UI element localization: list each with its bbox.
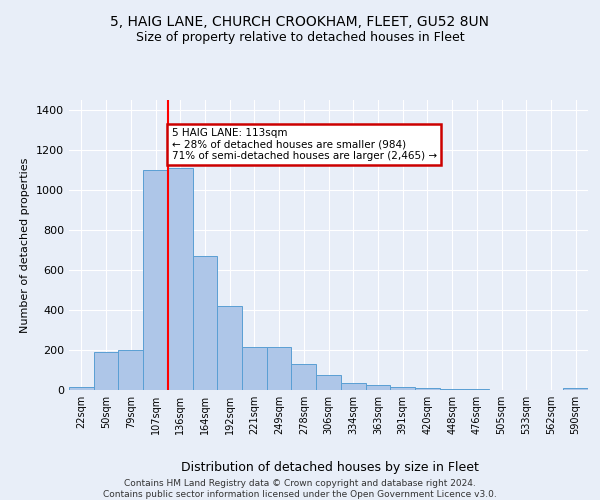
Text: Size of property relative to detached houses in Fleet: Size of property relative to detached ho… (136, 31, 464, 44)
Bar (341, 383, 365, 390)
Bar (415, 388, 440, 390)
Bar (563, 388, 588, 390)
Bar (365, 385, 390, 390)
Bar (292, 364, 316, 390)
Text: Contains HM Land Registry data © Crown copyright and database right 2024.
Contai: Contains HM Land Registry data © Crown c… (103, 480, 497, 498)
Bar (69, 387, 94, 390)
Bar (440, 389, 464, 390)
Bar (390, 387, 415, 390)
Text: 5, HAIG LANE, CHURCH CROOKHAM, FLEET, GU52 8UN: 5, HAIG LANE, CHURCH CROOKHAM, FLEET, GU… (110, 16, 490, 30)
Bar (118, 350, 143, 390)
Bar (217, 306, 242, 390)
Bar (242, 347, 267, 390)
Bar (168, 168, 193, 390)
Bar (193, 256, 217, 390)
Bar (316, 375, 341, 390)
Text: 5 HAIG LANE: 113sqm
← 28% of detached houses are smaller (984)
71% of semi-detac: 5 HAIG LANE: 113sqm ← 28% of detached ho… (172, 128, 437, 161)
Y-axis label: Number of detached properties: Number of detached properties (20, 158, 31, 332)
Bar (143, 170, 168, 390)
Bar (94, 352, 118, 390)
Bar (267, 347, 292, 390)
Text: Distribution of detached houses by size in Fleet: Distribution of detached houses by size … (181, 461, 479, 474)
